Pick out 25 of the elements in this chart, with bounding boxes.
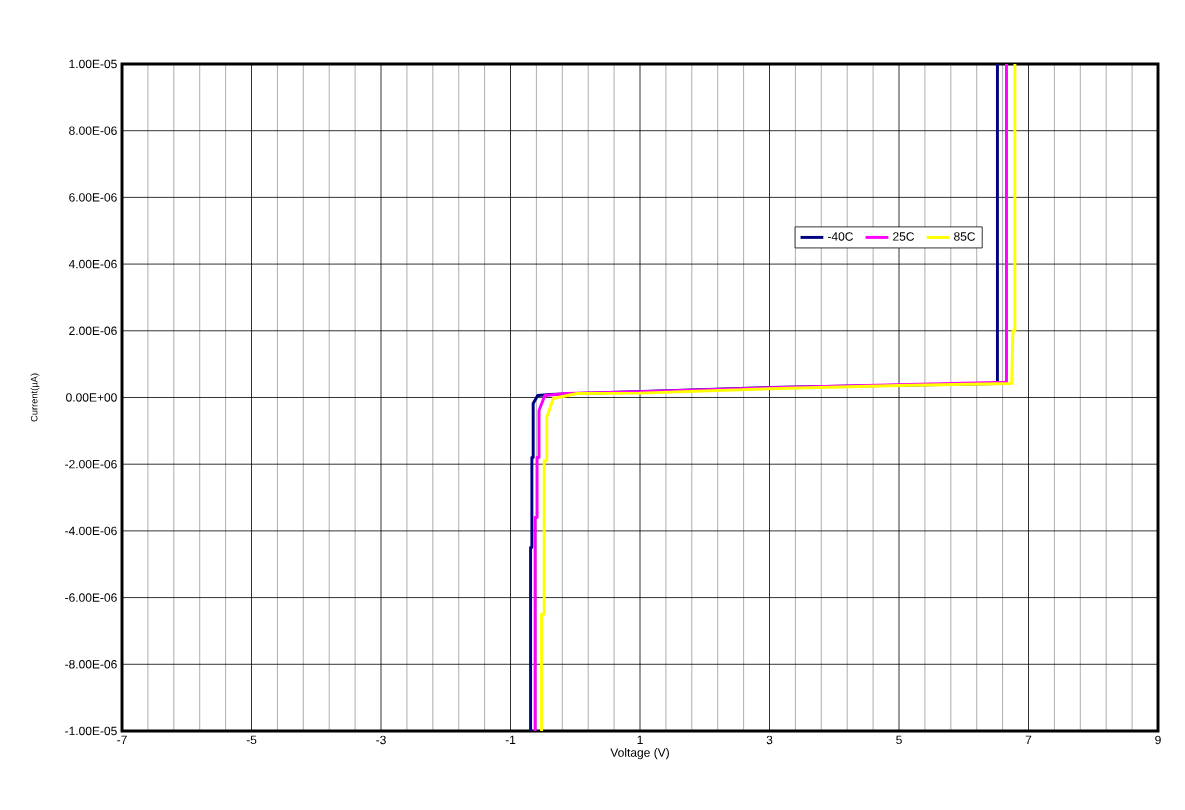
x-tick-label: 5 — [896, 735, 902, 745]
y-axis-title: Current(µA) — [30, 373, 40, 422]
x-axis-title: Voltage (V) — [610, 748, 669, 760]
y-tick-label: 8.00E-06 — [69, 126, 117, 135]
y-tick-label: 2.00E-06 — [69, 326, 117, 336]
y-tick-label: -6.00E-06 — [65, 593, 117, 602]
x-tick-label: -3 — [376, 735, 386, 745]
x-tick-label: 7 — [1025, 735, 1032, 744]
y-tick-label: -2.00E-06 — [65, 459, 117, 469]
x-tick-label: 1 — [637, 735, 643, 744]
y-tick-label: 0.00E+00 — [66, 393, 117, 402]
y-tick-label: -4.00E-06 — [65, 526, 117, 536]
x-tick-label: -1 — [505, 735, 516, 744]
x-tick-label: 3 — [766, 735, 773, 745]
x-tick-label: 9 — [1155, 735, 1161, 745]
y-tick-label: -8.00E-06 — [65, 660, 117, 669]
y-tick-label: 6.00E-06 — [69, 193, 117, 202]
legend-label: 25C — [893, 232, 915, 241]
y-tick-label: 4.00E-06 — [68, 259, 117, 269]
x-tick-label: -5 — [246, 735, 257, 745]
y-tick-label: -1.00E-05 — [65, 726, 117, 736]
y-tick-label: 1.00E-05 — [69, 59, 117, 69]
legend-label: 85C — [954, 232, 976, 241]
legend-label: -40C — [828, 232, 854, 241]
x-tick-label: -7 — [117, 735, 127, 744]
